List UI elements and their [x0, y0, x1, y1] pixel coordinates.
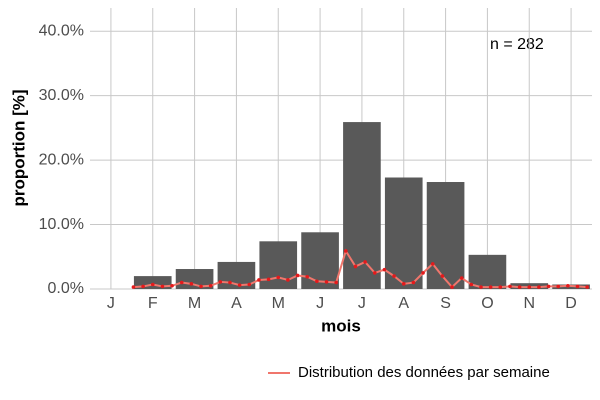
weekly-point: [546, 284, 551, 289]
bar: [259, 241, 298, 289]
weekly-point: [218, 280, 223, 284]
weekly-point: [537, 285, 541, 289]
x-tick-label: A: [231, 295, 242, 312]
weekly-point: [440, 274, 445, 278]
weekly-point: [257, 278, 261, 282]
weekly-point: [286, 278, 290, 282]
legend-label: Distribution des données par semaine: [298, 364, 550, 381]
y-tick-label: 10.0%: [39, 216, 84, 233]
weekly-point: [527, 285, 532, 289]
bar: [384, 177, 423, 289]
weekly-point: [421, 271, 425, 275]
weekly-point: [160, 284, 165, 289]
weekly-point: [392, 274, 396, 278]
weekly-point: [141, 284, 145, 289]
x-tick-label: D: [565, 295, 577, 312]
y-axis-title: proportion [%]: [9, 89, 28, 206]
x-axis-title: mois: [321, 316, 361, 335]
weekly-point: [315, 279, 319, 284]
weekly-point: [382, 267, 387, 272]
weekly-point: [566, 283, 570, 288]
weekly-point: [556, 284, 561, 289]
weekly-point: [450, 285, 454, 289]
x-tick-label: S: [440, 295, 451, 312]
weekly-point: [488, 285, 493, 289]
weekly-point: [363, 260, 367, 264]
bar: [301, 232, 339, 289]
x-tick-label: J: [358, 295, 366, 312]
weekly-point: [411, 280, 416, 285]
bar: [343, 122, 381, 290]
weekly-point: [150, 282, 155, 287]
bar: [426, 182, 465, 289]
weekly-point: [276, 275, 281, 280]
weekly-point: [131, 285, 136, 289]
weekly-point: [344, 249, 348, 253]
weekly-point: [295, 273, 300, 278]
x-tick-label: A: [398, 295, 409, 312]
weekly-point: [353, 264, 358, 269]
x-tick-label: N: [523, 295, 535, 312]
weekly-point: [228, 280, 232, 285]
weekly-point: [324, 280, 329, 284]
weekly-point: [479, 285, 483, 289]
weekly-point: [430, 262, 435, 266]
weekly-point: [266, 277, 271, 282]
weekly-point: [208, 283, 213, 288]
weekly-point: [199, 284, 203, 289]
weekly-point: [401, 282, 406, 286]
x-tick-label: F: [148, 295, 158, 312]
y-tick-label: 20.0%: [39, 151, 84, 168]
x-tick-label: M: [272, 295, 285, 312]
x-tick-label: J: [316, 295, 324, 312]
weekly-point: [247, 282, 252, 287]
weekly-point: [469, 282, 474, 287]
weekly-point: [372, 271, 377, 275]
weekly-point: [459, 276, 464, 280]
weekly-point: [305, 274, 310, 279]
y-tick-label: 40.0%: [39, 22, 84, 39]
weekly-point: [585, 285, 589, 289]
weekly-point: [237, 283, 242, 287]
weekly-point: [189, 282, 194, 286]
weekly-point: [179, 280, 184, 285]
weekly-point: [334, 280, 338, 285]
annotation: n = 282: [490, 36, 544, 53]
weekly-point: [498, 285, 503, 289]
y-tick-label: 30.0%: [39, 87, 84, 104]
bar: [468, 254, 507, 289]
y-tick-label: 0.0%: [48, 280, 84, 297]
x-tick-label: M: [188, 295, 201, 312]
x-tick-label: J: [107, 295, 115, 312]
weekly-point: [170, 283, 174, 288]
x-tick-label: O: [481, 295, 493, 312]
weekly-point: [575, 284, 580, 289]
weekly-point: [517, 285, 522, 289]
weekly-point: [508, 284, 512, 289]
